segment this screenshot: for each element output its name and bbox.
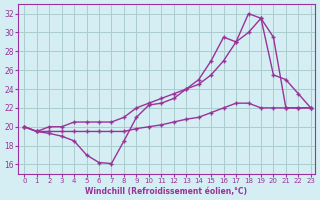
X-axis label: Windchill (Refroidissement éolien,°C): Windchill (Refroidissement éolien,°C) [85, 187, 247, 196]
